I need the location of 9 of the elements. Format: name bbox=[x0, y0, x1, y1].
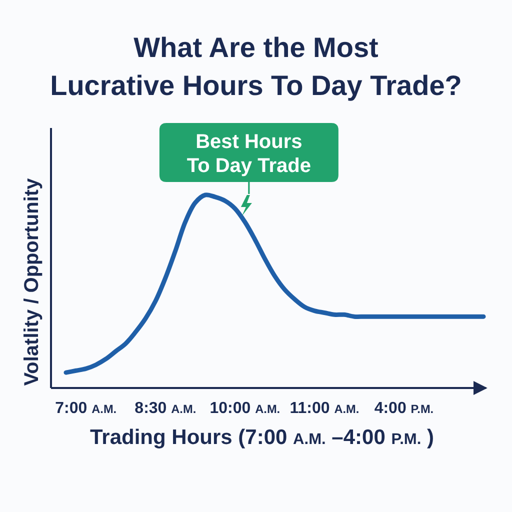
x-tick-label: 8:30 A.M. bbox=[134, 400, 196, 417]
x-tick-label: 11:00 A.M. bbox=[290, 400, 360, 417]
x-axis-title: Trading Hours (7:00 A.M. –4:00 P.M. ) bbox=[90, 426, 434, 449]
chart-title: What Are the Most Lucrative Hours To Day Trade? bbox=[50, 32, 462, 101]
annotation: Best Hours To Day Trade bbox=[186, 131, 311, 178]
y-axis-title: Volatlity / Opportunity bbox=[21, 177, 43, 386]
x-tick-label: 7:00 A.M. bbox=[55, 400, 117, 417]
x-tick-label: 4:00 P.M. bbox=[374, 400, 434, 417]
x-tick-label: 10:00 A.M. bbox=[210, 400, 280, 417]
